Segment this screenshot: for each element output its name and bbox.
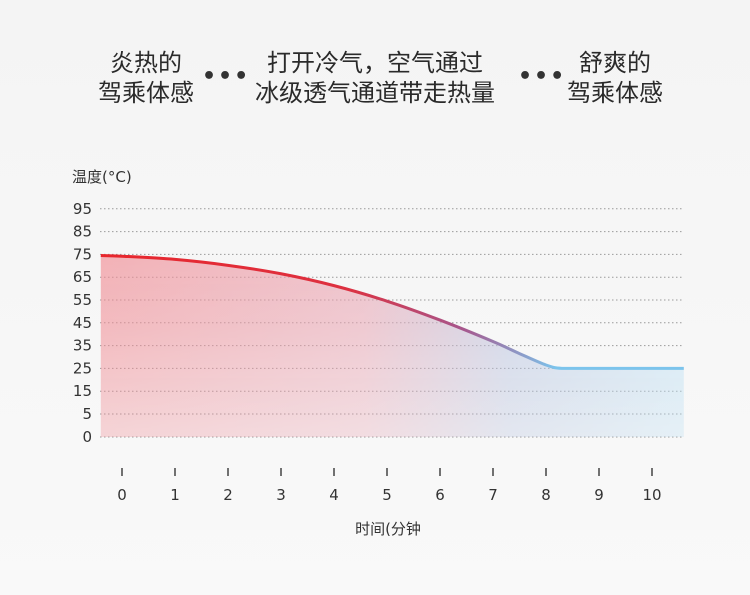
y-tick-label: 65 [73, 268, 92, 286]
x-tick-label: 1 [170, 486, 180, 504]
x-tick-label: 6 [435, 486, 445, 504]
x-tick-label: 0 [117, 486, 127, 504]
y-tick-label: 75 [73, 245, 92, 263]
y-tick-label: 5 [82, 405, 92, 423]
x-tick-label: 8 [541, 486, 551, 504]
x-ticks: 0 1 2 3 4 5 6 7 8 9 10 [117, 468, 662, 504]
x-tick-label: 10 [642, 486, 661, 504]
cooling-process-line2: 冰级透气通道带走热量 [255, 79, 495, 107]
x-tick-label: 3 [276, 486, 286, 504]
x-tick-label: 7 [488, 486, 498, 504]
x-tick-label: 9 [594, 486, 604, 504]
temperature-line [100, 254, 684, 370]
y-tick-label: 35 [73, 337, 92, 355]
cooling-process-line1: 打开冷气，空气通过 [267, 49, 483, 77]
y-tick-label: 0 [82, 428, 92, 446]
x-tick-label: 4 [329, 486, 339, 504]
x-tick-label: 2 [223, 486, 233, 504]
y-tick-label: 25 [73, 359, 92, 377]
hot-feeling-line1: 炎热的 [110, 49, 182, 77]
y-axis-label: 温度(°C) [72, 168, 132, 186]
y-tick-label: 95 [73, 200, 92, 218]
separator-dots-2: ••• [518, 64, 567, 89]
hot-feeling-caption: 炎热的 驾乘体感 [86, 48, 206, 108]
cooling-process-caption: 打开冷气，空气通过 冰级透气通道带走热量 [240, 48, 510, 108]
y-tick-label: 55 [73, 291, 92, 309]
separator-dots-1: ••• [202, 64, 251, 89]
y-tick-labels: 0 5 15 25 35 45 55 65 75 85 95 [73, 200, 92, 446]
y-tick-label: 85 [73, 223, 92, 241]
header: 炎热的 驾乘体感 ••• 打开冷气，空气通过 冰级透气通道带走热量 ••• 舒爽… [0, 48, 750, 118]
cool-feeling-caption: 舒爽的 驾乘体感 [555, 48, 675, 108]
x-tick-label: 5 [382, 486, 392, 504]
temperature-area [100, 255, 684, 437]
cool-feeling-line2: 驾乘体感 [567, 79, 663, 107]
hot-feeling-line2: 驾乘体感 [98, 79, 194, 107]
y-tick-label: 15 [73, 382, 92, 400]
cool-feeling-line1: 舒爽的 [579, 49, 651, 77]
x-axis-label: 时间(分钟 [355, 520, 421, 538]
y-tick-label: 45 [73, 314, 92, 332]
